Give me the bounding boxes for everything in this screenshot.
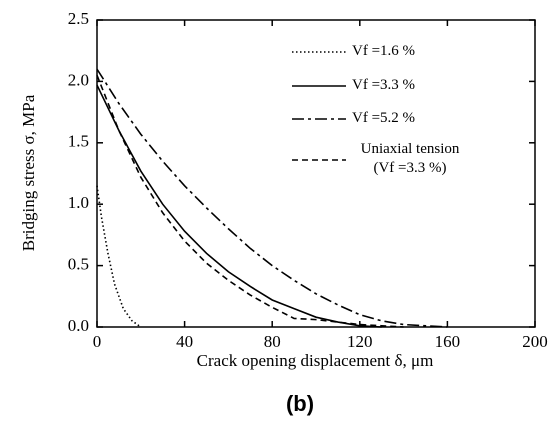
series-line <box>96 185 142 328</box>
y-tick-label: 2.5 <box>68 9 89 28</box>
series-line <box>96 74 404 328</box>
x-tick-label: 80 <box>264 332 281 351</box>
y-tick-label: 0.0 <box>68 316 89 335</box>
x-tick-label: 200 <box>522 332 548 351</box>
plot-frame <box>96 19 536 328</box>
series-line <box>96 84 382 328</box>
x-tick-label: 40 <box>176 332 193 351</box>
x-axis-label: Crack opening displacement δ, μm <box>197 351 434 370</box>
y-tick-label: 1.0 <box>68 193 89 212</box>
x-tick-label: 0 <box>93 332 102 351</box>
y-tick-label: 2.0 <box>68 70 89 89</box>
legend-label: Vf =1.6 % <box>352 43 416 59</box>
y-tick-label: 1.5 <box>68 132 89 151</box>
x-tick-label: 160 <box>435 332 461 351</box>
legend-label: Vf =5.2 % <box>352 110 416 126</box>
series-line <box>96 68 448 328</box>
y-axis-label: Bridging stress σ, MPa <box>19 94 38 251</box>
y-tick-label: 0.5 <box>68 255 89 274</box>
x-tick-label: 120 <box>347 332 373 351</box>
panel-label: (b) <box>286 391 314 416</box>
legend-label: Vf =3.3 % <box>352 77 416 93</box>
legend-label: Uniaxial tension (Vf =3.3 %) <box>360 141 460 176</box>
